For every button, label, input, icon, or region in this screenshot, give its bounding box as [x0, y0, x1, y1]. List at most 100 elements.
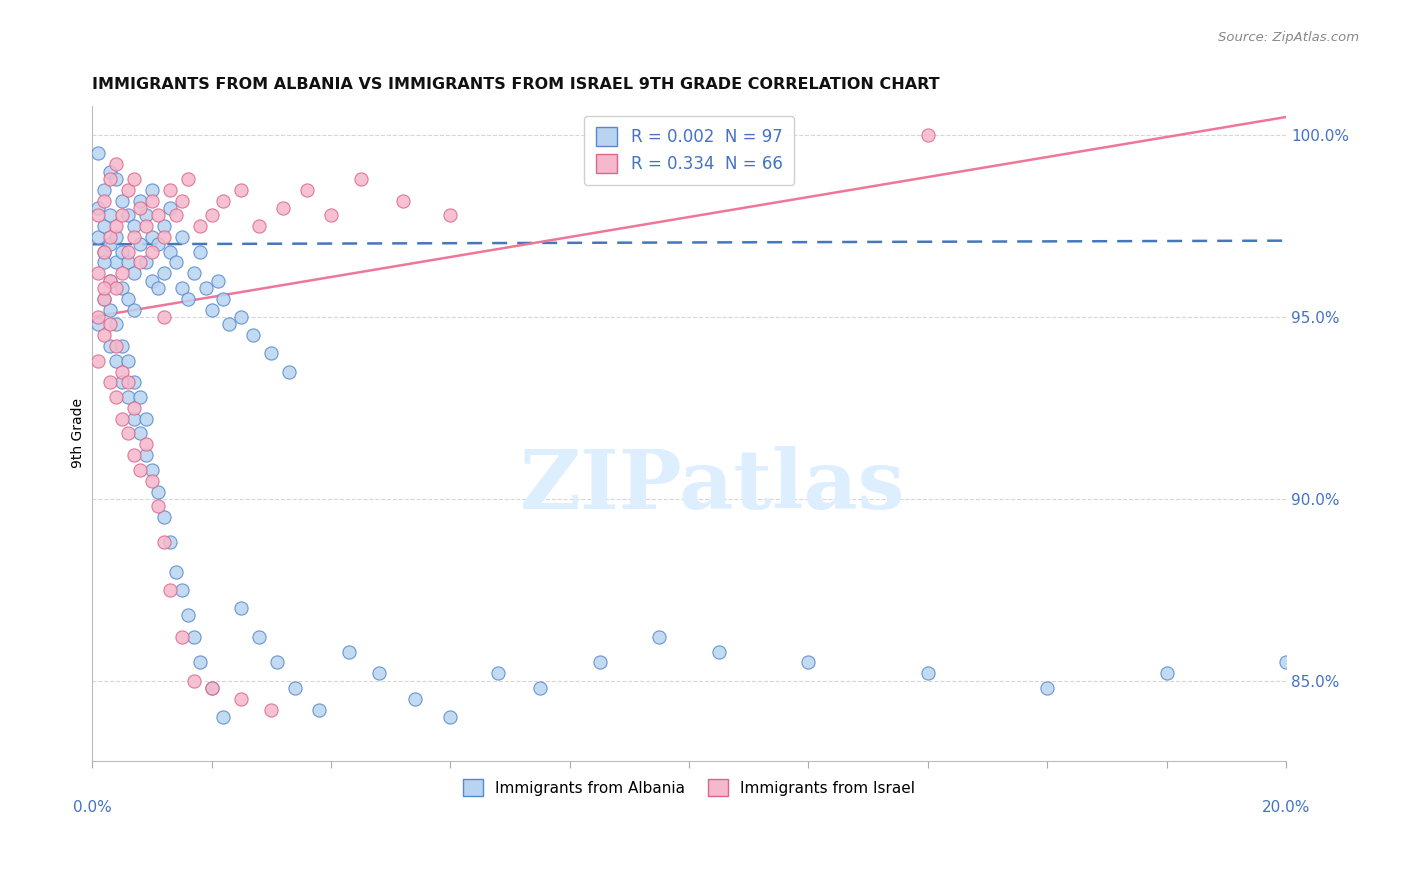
Point — [111, 244, 134, 259]
Point — [165, 255, 187, 269]
Point — [111, 208, 134, 222]
Point — [153, 510, 176, 524]
Point — [146, 484, 169, 499]
Point — [98, 164, 121, 178]
Point — [93, 292, 115, 306]
Text: 0.0%: 0.0% — [73, 799, 111, 814]
Point — [105, 255, 128, 269]
Point — [93, 244, 115, 259]
Point — [98, 376, 121, 390]
Point — [117, 292, 139, 306]
Point — [117, 244, 139, 259]
Point — [153, 535, 176, 549]
Point — [135, 437, 157, 451]
Point — [231, 691, 253, 706]
Point — [1036, 681, 1059, 695]
Point — [367, 666, 389, 681]
Point — [135, 208, 157, 222]
Point — [117, 183, 139, 197]
Point — [212, 292, 235, 306]
Point — [129, 426, 152, 441]
Point — [141, 463, 163, 477]
Point — [117, 255, 139, 269]
Point — [153, 230, 176, 244]
Point — [183, 630, 205, 644]
Point — [176, 608, 198, 623]
Point — [170, 630, 193, 644]
Point — [111, 412, 134, 426]
Point — [170, 281, 193, 295]
Point — [87, 146, 110, 161]
Point — [98, 339, 121, 353]
Point — [159, 582, 181, 597]
Point — [165, 208, 187, 222]
Point — [260, 346, 283, 360]
Point — [648, 630, 671, 644]
Point — [439, 710, 461, 724]
Point — [391, 194, 413, 208]
Point — [117, 353, 139, 368]
Point — [153, 266, 176, 280]
Point — [111, 339, 134, 353]
Point — [278, 365, 301, 379]
Point — [247, 630, 270, 644]
Point — [308, 703, 330, 717]
Point — [135, 255, 157, 269]
Point — [1156, 666, 1178, 681]
Point — [176, 292, 198, 306]
Point — [135, 412, 157, 426]
Point — [93, 219, 115, 233]
Point — [159, 201, 181, 215]
Point — [231, 310, 253, 324]
Point — [98, 237, 121, 252]
Point — [111, 194, 134, 208]
Point — [117, 390, 139, 404]
Point — [153, 219, 176, 233]
Point — [105, 171, 128, 186]
Point — [212, 194, 235, 208]
Point — [247, 219, 270, 233]
Point — [93, 194, 115, 208]
Point — [141, 244, 163, 259]
Point — [87, 208, 110, 222]
Point — [87, 310, 110, 324]
Point — [122, 219, 145, 233]
Point — [141, 474, 163, 488]
Point — [105, 318, 128, 332]
Point — [141, 183, 163, 197]
Point — [129, 390, 152, 404]
Point — [917, 666, 939, 681]
Text: IMMIGRANTS FROM ALBANIA VS IMMIGRANTS FROM ISRAEL 9TH GRADE CORRELATION CHART: IMMIGRANTS FROM ALBANIA VS IMMIGRANTS FR… — [93, 78, 939, 93]
Point — [337, 644, 360, 658]
Point — [207, 274, 229, 288]
Point — [98, 230, 121, 244]
Point — [87, 318, 110, 332]
Point — [105, 219, 128, 233]
Point — [129, 463, 152, 477]
Point — [117, 426, 139, 441]
Point — [122, 302, 145, 317]
Point — [93, 328, 115, 343]
Point — [122, 230, 145, 244]
Point — [111, 266, 134, 280]
Point — [146, 499, 169, 513]
Point — [917, 128, 939, 143]
Legend: Immigrants from Albania, Immigrants from Israel: Immigrants from Albania, Immigrants from… — [457, 773, 921, 802]
Point — [105, 339, 128, 353]
Point — [284, 681, 307, 695]
Point — [93, 183, 115, 197]
Point — [170, 194, 193, 208]
Point — [87, 353, 110, 368]
Point — [231, 601, 253, 615]
Text: ZIPatlas: ZIPatlas — [520, 446, 905, 525]
Point — [98, 171, 121, 186]
Point — [87, 230, 110, 244]
Point — [218, 318, 240, 332]
Point — [105, 390, 128, 404]
Point — [188, 656, 211, 670]
Point — [105, 230, 128, 244]
Point — [129, 201, 152, 215]
Point — [141, 230, 163, 244]
Point — [271, 201, 294, 215]
Point — [439, 208, 461, 222]
